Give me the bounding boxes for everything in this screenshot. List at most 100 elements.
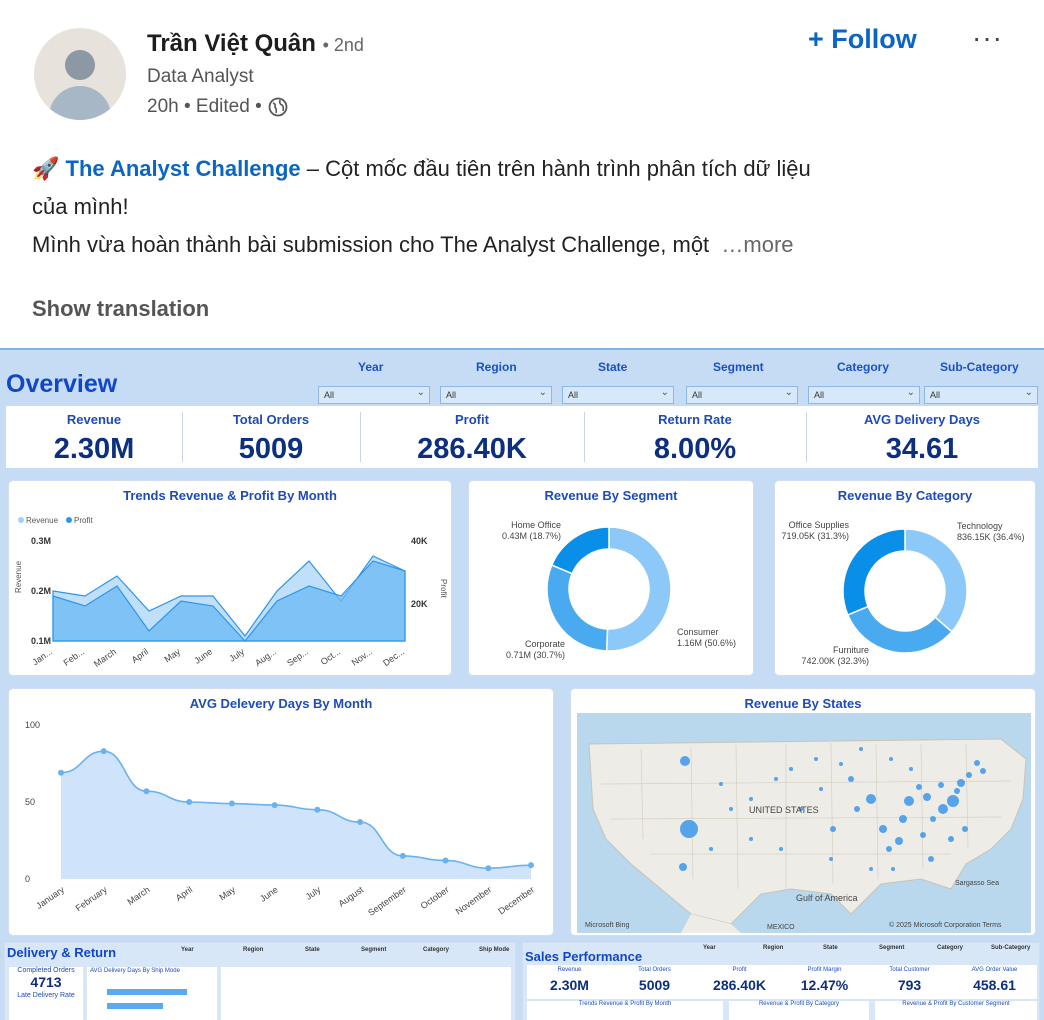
- more-options-button[interactable]: ···: [972, 22, 1003, 53]
- mini-filter-label: Ship Mode: [479, 947, 510, 953]
- kpi-label: AVG Delivery Days: [863, 412, 981, 427]
- mini-kpi-value: 286.40K: [713, 977, 766, 993]
- state-bubble: [947, 795, 959, 807]
- delivery-point: [58, 769, 64, 776]
- kpi-divider: [584, 412, 585, 462]
- state-bubble: [814, 757, 818, 761]
- kpi-revenue: Revenue 2.30M: [6, 406, 182, 468]
- y-tick-label: 0.1M: [31, 636, 51, 646]
- state-bubble: [904, 796, 914, 806]
- donut-slice-office-supplies: [842, 528, 906, 616]
- state-bubble: [879, 825, 887, 833]
- chevron-down-icon: ⌄: [416, 387, 425, 398]
- mini-filter-label: Sub-Category: [991, 945, 1031, 951]
- filter-category-value: All: [814, 390, 825, 400]
- state-bubble: [829, 857, 833, 861]
- state-bubble: [962, 826, 968, 832]
- state-bubble: [819, 787, 823, 791]
- avg-delivery-card: AVG Delevery Days By Month 0 50 100 January…: [8, 688, 554, 936]
- state-bubble: [895, 837, 903, 845]
- map-card: Revenue By States UNITED STATES Gulf of …: [570, 688, 1036, 936]
- state-bubble: [928, 856, 934, 862]
- state-bubble: [920, 832, 926, 838]
- y-tick-label: 0.3M: [31, 536, 51, 546]
- delivery-point: [399, 852, 406, 859]
- state-bubble: [729, 807, 733, 811]
- filter-category-dropdown[interactable]: All ⌄: [808, 386, 920, 404]
- x-tick-label: Oct...: [319, 646, 342, 667]
- x-tick-label: Aug...: [253, 646, 278, 668]
- author-name[interactable]: Trần Việt Quân • 2nd: [147, 30, 364, 58]
- x-tick-label: Jan...: [30, 646, 54, 667]
- state-bubble: [679, 863, 687, 871]
- x-tick-label: March: [92, 646, 118, 669]
- avatar-body: [49, 86, 111, 120]
- map-bubbles: [679, 747, 986, 871]
- post-line-3: Mình vừa hoàn thành bài submission cho T…: [32, 226, 992, 264]
- x-tick-label: August: [337, 884, 366, 909]
- avatar[interactable]: [34, 28, 126, 120]
- filter-subcategory-dropdown[interactable]: All ⌄: [924, 386, 1038, 404]
- mini-subtitle: Revenue & Profit By Customer Segment: [875, 1001, 1037, 1020]
- kpi-value: 286.40K: [417, 433, 527, 465]
- x-tick-label: June: [192, 646, 214, 665]
- filter-segment-dropdown[interactable]: All ⌄: [686, 386, 798, 404]
- dashboard-image[interactable]: Overview Year Region State Segment Categ…: [0, 348, 1044, 1020]
- us-map[interactable]: UNITED STATES Gulf of America MEXICO Sar…: [571, 689, 1037, 937]
- mini-filter-label: Segment: [361, 947, 387, 953]
- slice-label: Corporate: [525, 639, 565, 649]
- see-more-link[interactable]: …more: [721, 232, 794, 257]
- donut-slice-consumer: [605, 526, 672, 652]
- state-bubble: [954, 788, 960, 794]
- show-translation-button[interactable]: Show translation: [32, 296, 210, 321]
- delivery-point: [357, 819, 364, 826]
- globe-icon: [268, 97, 288, 117]
- follow-button[interactable]: + Follow: [808, 24, 917, 54]
- filter-region-label: Region: [476, 360, 517, 374]
- filter-year-dropdown[interactable]: All ⌄: [318, 386, 430, 404]
- mini-filter-label: State: [823, 945, 838, 951]
- filter-year-value: All: [324, 390, 335, 400]
- trends-card: Trends Revenue & Profit By Month Revenue…: [8, 480, 452, 676]
- y-tick-label: 0: [25, 874, 30, 884]
- x-tick-label: February: [74, 884, 110, 913]
- kpi-label: Revenue: [66, 412, 122, 427]
- x-tick-label: Nov...: [350, 646, 374, 667]
- bing-logo: Microsoft Bing: [585, 922, 629, 929]
- slice-value-label: 719.05K (31.3%): [781, 531, 849, 541]
- mini-kpi-value: 5009: [638, 977, 671, 993]
- kpi-value: 5009: [238, 433, 304, 465]
- chevron-down-icon: ⌄: [538, 387, 547, 398]
- x-tick-label: June: [258, 884, 280, 903]
- donut-slice-technology: [904, 528, 968, 633]
- slice-label: Technology: [957, 521, 1003, 531]
- delivery-point: [528, 862, 534, 869]
- x-tick-label: March: [125, 884, 151, 907]
- filter-region-dropdown[interactable]: All ⌄: [440, 386, 552, 404]
- state-bubble: [957, 779, 965, 787]
- mini-bar: [107, 1003, 163, 1009]
- filter-subcategory-value: All: [930, 390, 941, 400]
- mini-filter-label: State: [305, 947, 320, 953]
- mini-filter-label: Category: [423, 947, 450, 953]
- mini-filter-label: Region: [763, 945, 784, 951]
- y-tick-label: 0.2M: [31, 586, 51, 596]
- filter-state-dropdown[interactable]: All ⌄: [562, 386, 674, 404]
- mini-kpi-value: 458.61: [973, 977, 1016, 993]
- mini-kpi: AVG Order Value 458.61: [952, 965, 1037, 999]
- dashboard-title: Overview: [6, 370, 118, 398]
- country-label: UNITED STATES: [749, 805, 819, 815]
- delivery-point: [485, 865, 492, 872]
- gulf-label: Gulf of America: [796, 893, 858, 903]
- state-borders: [600, 742, 1012, 890]
- mini-bar-chart: AVG Delivery Days By Ship Mode: [87, 967, 217, 1020]
- sales-performance-thumbnail: Sales Performance Revenue 2.30M Total Orde…: [522, 942, 1040, 1020]
- chart-title: Trends Revenue & Profit By Month: [123, 488, 337, 503]
- filter-segment-label: Segment: [713, 360, 764, 374]
- mini-subtitle: Revenue & Profit By Category: [729, 1001, 869, 1020]
- mini-kpi-label: Revenue: [557, 967, 582, 973]
- mini-table: [221, 967, 511, 1020]
- author-name-text[interactable]: Trần Việt Quân: [147, 30, 316, 57]
- challenge-link[interactable]: The Analyst Challenge: [65, 156, 301, 181]
